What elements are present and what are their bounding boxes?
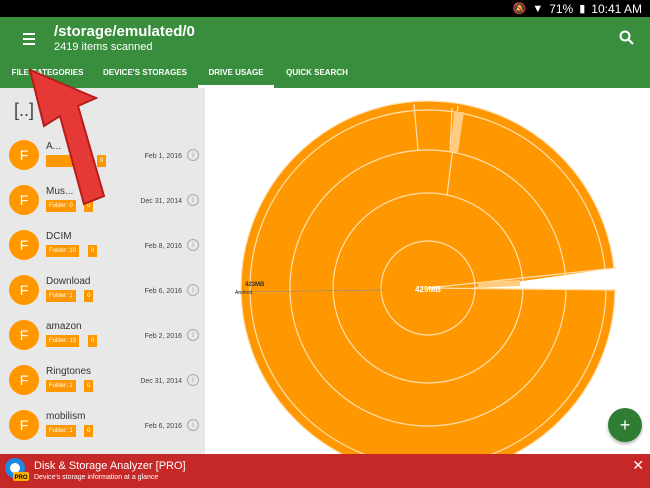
drive-usage-panel: 429MB 423MB Android bbox=[205, 88, 650, 476]
clock: 10:41 AM bbox=[591, 1, 642, 16]
list-item[interactable]: F Mus... Folder: 0 0 Dec 31, 2014 i bbox=[0, 180, 205, 225]
battery-icon: ▮ bbox=[579, 3, 586, 15]
ad-banner[interactable]: PRO Disk & Storage Analyzer [PRO] Device… bbox=[0, 454, 650, 488]
mute-icon: 🔕 bbox=[512, 3, 527, 15]
info-icon[interactable]: i bbox=[187, 284, 199, 296]
folder-avatar: F bbox=[9, 185, 39, 215]
segment-size-label: 423MB bbox=[245, 282, 265, 288]
list-item[interactable]: F Ringtones Folder: 2 0 Dec 31, 2014 i bbox=[0, 360, 205, 405]
pro-badge: PRO bbox=[14, 475, 27, 481]
tab-quick-search[interactable]: QUICK SEARCH bbox=[286, 68, 348, 77]
sunburst-small-segment[interactable] bbox=[450, 112, 464, 152]
center-size-label: 429MB bbox=[415, 285, 441, 294]
tab-file-categories[interactable]: FILE CATEGORIES bbox=[11, 68, 84, 77]
folder-avatar: F bbox=[9, 365, 39, 395]
file-count-badge: 0 bbox=[84, 425, 94, 437]
sunburst-chart[interactable]: 429MB 423MB Android bbox=[205, 88, 650, 476]
parent-directory[interactable]: [..] bbox=[14, 100, 35, 120]
folder-list: [..] F A... 0 Feb 1, 2016 i F Mus... Fol… bbox=[0, 88, 205, 454]
file-count-badge: 0 bbox=[84, 290, 94, 302]
info-icon[interactable]: i bbox=[187, 194, 199, 206]
app-logo-icon: PRO bbox=[5, 458, 29, 481]
app-bar: /storage/emulated/0 2419 items scanned bbox=[0, 17, 650, 62]
folder-count-badge bbox=[46, 155, 91, 167]
info-icon[interactable]: i bbox=[187, 149, 199, 161]
folder-name: Ringtones bbox=[46, 366, 92, 377]
folder-name: Download bbox=[46, 276, 91, 287]
info-icon[interactable]: i bbox=[187, 329, 199, 341]
folder-date: Feb 6, 2016 bbox=[144, 288, 182, 295]
list-item[interactable]: F A... 0 Feb 1, 2016 i bbox=[0, 135, 205, 180]
folder-avatar: F bbox=[9, 140, 39, 170]
folder-avatar: F bbox=[9, 320, 39, 350]
tab-drive-usage[interactable]: DRIVE USAGE bbox=[198, 62, 274, 88]
list-item[interactable]: F DCIM Folder: 10 0 Feb 8, 2016 i bbox=[0, 225, 205, 270]
folder-date: Feb 2, 2016 bbox=[144, 333, 182, 340]
folder-date: Feb 8, 2016 bbox=[144, 243, 182, 250]
list-item[interactable]: F Download Folder: 1 0 Feb 6, 2016 i bbox=[0, 270, 205, 315]
file-count-badge: 0 bbox=[84, 380, 94, 392]
file-count-badge: 0 bbox=[88, 335, 98, 347]
folder-name: A... bbox=[46, 141, 62, 152]
page-title: /storage/emulated/0 bbox=[54, 23, 195, 40]
menu-icon-line bbox=[23, 43, 35, 45]
add-fab-button[interactable]: + bbox=[608, 408, 642, 442]
menu-icon-line bbox=[23, 33, 35, 35]
file-count-badge: 0 bbox=[97, 155, 107, 167]
folder-count-badge: Folder: 1 bbox=[46, 290, 76, 302]
ad-subtitle: Device's storage information at a glance bbox=[34, 474, 159, 481]
folder-avatar: F bbox=[9, 275, 39, 305]
folder-date: Dec 31, 2014 bbox=[140, 198, 182, 205]
page-subtitle: 2419 items scanned bbox=[54, 41, 153, 53]
info-icon[interactable]: i bbox=[187, 374, 199, 386]
folder-date: Feb 1, 2016 bbox=[144, 153, 182, 160]
file-count-badge: 0 bbox=[84, 200, 94, 212]
info-icon[interactable]: i bbox=[187, 239, 199, 251]
ad-title: Disk & Storage Analyzer [PRO] bbox=[34, 460, 186, 472]
status-bar: 🔕 ▼ 71% ▮ 10:41 AM bbox=[0, 0, 650, 17]
tab-devices-storages[interactable]: DEVICE'S STORAGES bbox=[103, 68, 187, 77]
search-icon[interactable] bbox=[618, 29, 636, 47]
segment-folder-label: Android bbox=[235, 290, 252, 296]
close-icon[interactable]: ✕ bbox=[632, 457, 644, 473]
folder-date: Dec 31, 2014 bbox=[140, 378, 182, 385]
folder-name: DCIM bbox=[46, 231, 72, 242]
wifi-icon: ▼ bbox=[532, 2, 544, 15]
list-item[interactable]: F mobilism Folder: 1 0 Feb 6, 2016 i bbox=[0, 405, 205, 450]
folder-count-badge: Folder: 10 bbox=[46, 245, 80, 257]
folder-name: Mus... bbox=[46, 186, 74, 197]
folder-avatar: F bbox=[9, 230, 39, 260]
folder-count-badge: Folder: 1 bbox=[46, 425, 76, 437]
tab-bar: FILE CATEGORIES DEVICE'S STORAGES DRIVE … bbox=[0, 62, 650, 88]
folder-avatar: F bbox=[9, 410, 39, 440]
list-item[interactable]: F amazon Folder: 13 0 Feb 2, 2016 i bbox=[0, 315, 205, 360]
info-icon[interactable]: i bbox=[187, 419, 199, 431]
battery-level: 71% bbox=[549, 1, 574, 16]
folder-date: Feb 6, 2016 bbox=[144, 423, 182, 430]
menu-button[interactable] bbox=[18, 29, 40, 49]
folder-count-badge: Folder: 13 bbox=[46, 335, 80, 347]
file-count-badge: 0 bbox=[88, 245, 98, 257]
folder-name: mobilism bbox=[46, 411, 86, 422]
menu-icon-line bbox=[23, 38, 35, 40]
folder-name: amazon bbox=[46, 321, 82, 332]
folder-count-badge: Folder: 2 bbox=[46, 380, 76, 392]
folder-count-badge: Folder: 0 bbox=[46, 200, 76, 212]
